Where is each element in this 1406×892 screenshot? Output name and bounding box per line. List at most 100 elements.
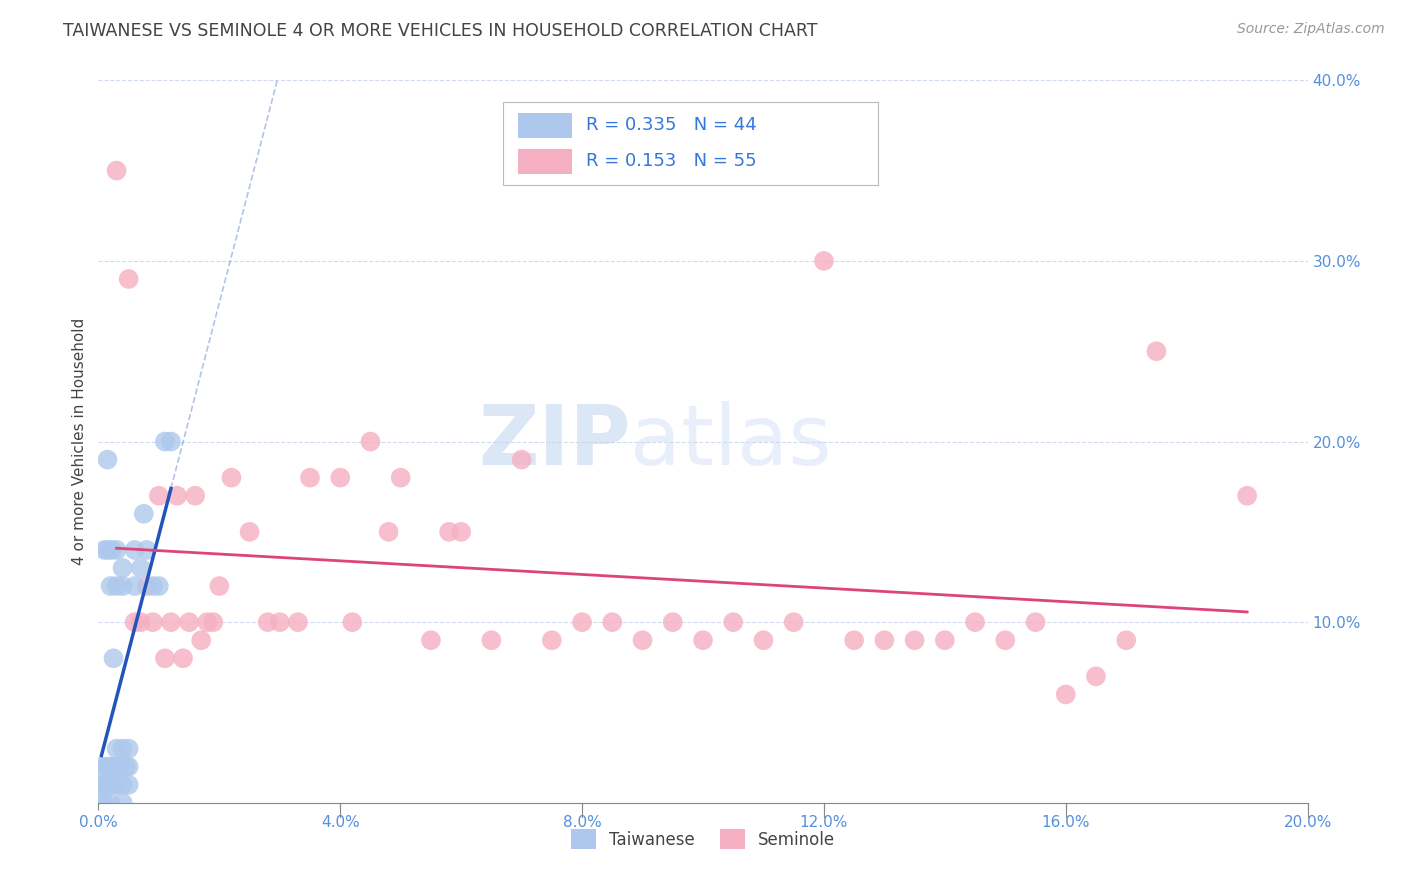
Point bbox=[166, 489, 188, 503]
Text: R = 0.153   N = 55: R = 0.153 N = 55 bbox=[586, 153, 756, 170]
Point bbox=[994, 633, 1017, 648]
Point bbox=[111, 796, 134, 810]
Point bbox=[100, 760, 122, 774]
Point bbox=[1054, 687, 1077, 701]
Point bbox=[510, 452, 533, 467]
Point bbox=[389, 471, 412, 485]
Point bbox=[98, 760, 121, 774]
Point bbox=[90, 760, 112, 774]
Point bbox=[208, 579, 231, 593]
Point bbox=[124, 542, 146, 557]
Point bbox=[107, 760, 129, 774]
Point bbox=[105, 760, 128, 774]
Point bbox=[269, 615, 291, 630]
Point bbox=[1115, 633, 1137, 648]
Point bbox=[105, 579, 128, 593]
Point bbox=[142, 615, 165, 630]
Point bbox=[752, 633, 775, 648]
Text: Source: ZipAtlas.com: Source: ZipAtlas.com bbox=[1237, 22, 1385, 37]
Point bbox=[118, 760, 141, 774]
Point bbox=[661, 615, 683, 630]
Point bbox=[184, 489, 207, 503]
Point bbox=[904, 633, 927, 648]
Point bbox=[153, 434, 176, 449]
Point bbox=[631, 633, 654, 648]
Point bbox=[360, 434, 382, 449]
Point bbox=[103, 651, 125, 665]
Point bbox=[111, 778, 134, 792]
Point bbox=[142, 579, 165, 593]
Point bbox=[148, 579, 170, 593]
Point bbox=[111, 561, 134, 575]
Point bbox=[190, 633, 212, 648]
Point bbox=[118, 272, 141, 286]
Point bbox=[96, 542, 118, 557]
Point bbox=[90, 778, 112, 792]
Point bbox=[1144, 344, 1167, 359]
Point bbox=[160, 615, 183, 630]
Point bbox=[172, 651, 194, 665]
Point bbox=[221, 471, 243, 485]
Point bbox=[934, 633, 956, 648]
Y-axis label: 4 or more Vehicles in Household: 4 or more Vehicles in Household bbox=[72, 318, 87, 566]
Point bbox=[114, 760, 136, 774]
Point bbox=[783, 615, 806, 630]
Point bbox=[100, 796, 122, 810]
Bar bbox=[517, 149, 572, 174]
Point bbox=[93, 778, 115, 792]
Point bbox=[96, 760, 118, 774]
Point bbox=[160, 434, 183, 449]
FancyBboxPatch shape bbox=[503, 102, 879, 185]
Point bbox=[124, 615, 146, 630]
Point bbox=[342, 615, 364, 630]
Point bbox=[481, 633, 503, 648]
Point bbox=[93, 796, 115, 810]
Point bbox=[129, 561, 152, 575]
Point bbox=[135, 542, 157, 557]
Point bbox=[111, 579, 134, 593]
Bar bbox=[517, 112, 572, 138]
Point bbox=[118, 741, 141, 756]
Point bbox=[420, 633, 443, 648]
Point bbox=[96, 452, 118, 467]
Point bbox=[450, 524, 472, 539]
Point bbox=[202, 615, 225, 630]
Point bbox=[93, 542, 115, 557]
Point bbox=[103, 778, 125, 792]
Point bbox=[129, 615, 152, 630]
Point bbox=[195, 615, 218, 630]
Point bbox=[1236, 489, 1258, 503]
Point bbox=[105, 741, 128, 756]
Point bbox=[873, 633, 896, 648]
Point bbox=[844, 633, 866, 648]
Point bbox=[1024, 615, 1046, 630]
Text: R = 0.335   N = 44: R = 0.335 N = 44 bbox=[586, 116, 756, 134]
Point bbox=[148, 489, 170, 503]
Point bbox=[96, 778, 118, 792]
Point bbox=[100, 579, 122, 593]
Point bbox=[377, 524, 399, 539]
Point bbox=[91, 796, 114, 810]
Point bbox=[153, 651, 176, 665]
Legend: Taiwanese, Seminole: Taiwanese, Seminole bbox=[564, 822, 842, 856]
Text: TAIWANESE VS SEMINOLE 4 OR MORE VEHICLES IN HOUSEHOLD CORRELATION CHART: TAIWANESE VS SEMINOLE 4 OR MORE VEHICLES… bbox=[63, 22, 818, 40]
Point bbox=[135, 579, 157, 593]
Text: atlas: atlas bbox=[630, 401, 832, 482]
Point bbox=[329, 471, 352, 485]
Point bbox=[105, 778, 128, 792]
Point bbox=[108, 760, 131, 774]
Point bbox=[723, 615, 745, 630]
Point bbox=[105, 542, 128, 557]
Point bbox=[256, 615, 278, 630]
Point bbox=[1085, 669, 1108, 683]
Point bbox=[100, 778, 122, 792]
Point bbox=[239, 524, 262, 539]
Point bbox=[111, 741, 134, 756]
Point bbox=[118, 778, 141, 792]
Point bbox=[813, 254, 835, 268]
Text: ZIP: ZIP bbox=[478, 401, 630, 482]
Point bbox=[437, 524, 460, 539]
Point bbox=[132, 507, 155, 521]
Point bbox=[105, 163, 128, 178]
Point bbox=[299, 471, 322, 485]
